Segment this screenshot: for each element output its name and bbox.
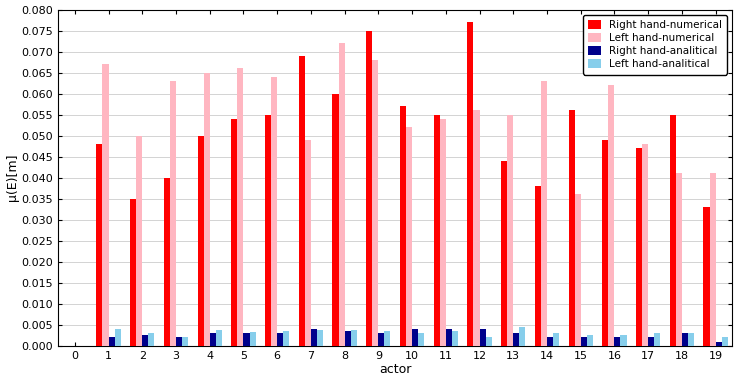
Bar: [682, 333, 688, 346]
Bar: [486, 337, 492, 346]
Bar: [676, 173, 682, 346]
Bar: [317, 330, 323, 346]
Bar: [305, 140, 311, 346]
Bar: [568, 110, 575, 346]
Bar: [366, 31, 372, 346]
Bar: [434, 115, 440, 346]
Bar: [608, 85, 615, 346]
Bar: [703, 207, 709, 346]
Bar: [587, 335, 593, 346]
Bar: [379, 333, 384, 346]
Bar: [636, 148, 642, 346]
Bar: [164, 178, 170, 346]
Bar: [535, 186, 541, 346]
Bar: [384, 331, 390, 346]
Bar: [520, 327, 525, 346]
Bar: [231, 119, 238, 346]
Bar: [501, 161, 507, 346]
Bar: [406, 127, 412, 346]
Bar: [277, 333, 283, 346]
Bar: [339, 43, 345, 346]
Bar: [654, 333, 661, 346]
Bar: [299, 56, 305, 346]
Y-axis label: μ(E)[m]: μ(E)[m]: [6, 154, 18, 201]
Bar: [602, 140, 608, 346]
Bar: [271, 77, 277, 346]
Bar: [709, 173, 716, 346]
Bar: [238, 68, 244, 346]
Bar: [97, 144, 103, 346]
Bar: [345, 331, 351, 346]
Bar: [575, 194, 581, 346]
Bar: [137, 136, 142, 346]
Legend: Right hand-numerical, Left hand-numerical, Right hand-analitical, Left hand-anal: Right hand-numerical, Left hand-numerica…: [583, 15, 727, 74]
Bar: [474, 110, 480, 346]
Bar: [103, 64, 108, 346]
Bar: [108, 337, 114, 346]
Bar: [244, 333, 249, 346]
Bar: [372, 60, 379, 346]
Bar: [265, 115, 271, 346]
Bar: [553, 333, 559, 346]
Bar: [669, 115, 676, 346]
Bar: [507, 115, 513, 346]
Bar: [716, 342, 722, 346]
Bar: [648, 337, 654, 346]
Bar: [480, 329, 486, 346]
Bar: [541, 81, 547, 346]
Bar: [283, 331, 289, 346]
Bar: [215, 330, 222, 346]
Bar: [467, 22, 474, 346]
Bar: [581, 337, 587, 346]
Bar: [412, 329, 418, 346]
Bar: [351, 330, 356, 346]
Bar: [615, 337, 621, 346]
Bar: [440, 119, 446, 346]
Bar: [547, 337, 553, 346]
Bar: [452, 331, 458, 346]
Bar: [114, 329, 121, 346]
Bar: [249, 332, 255, 346]
Bar: [688, 333, 694, 346]
Bar: [642, 144, 648, 346]
Bar: [142, 335, 148, 346]
Bar: [513, 333, 520, 346]
Bar: [176, 337, 182, 346]
Bar: [722, 337, 728, 346]
Bar: [204, 73, 210, 346]
Bar: [182, 337, 188, 346]
X-axis label: actor: actor: [379, 363, 411, 376]
Bar: [210, 333, 215, 346]
Bar: [130, 199, 137, 346]
Bar: [198, 136, 204, 346]
Bar: [332, 94, 339, 346]
Bar: [170, 81, 176, 346]
Bar: [621, 335, 627, 346]
Bar: [418, 333, 424, 346]
Bar: [148, 333, 154, 346]
Bar: [400, 106, 406, 346]
Bar: [311, 329, 317, 346]
Bar: [446, 329, 452, 346]
